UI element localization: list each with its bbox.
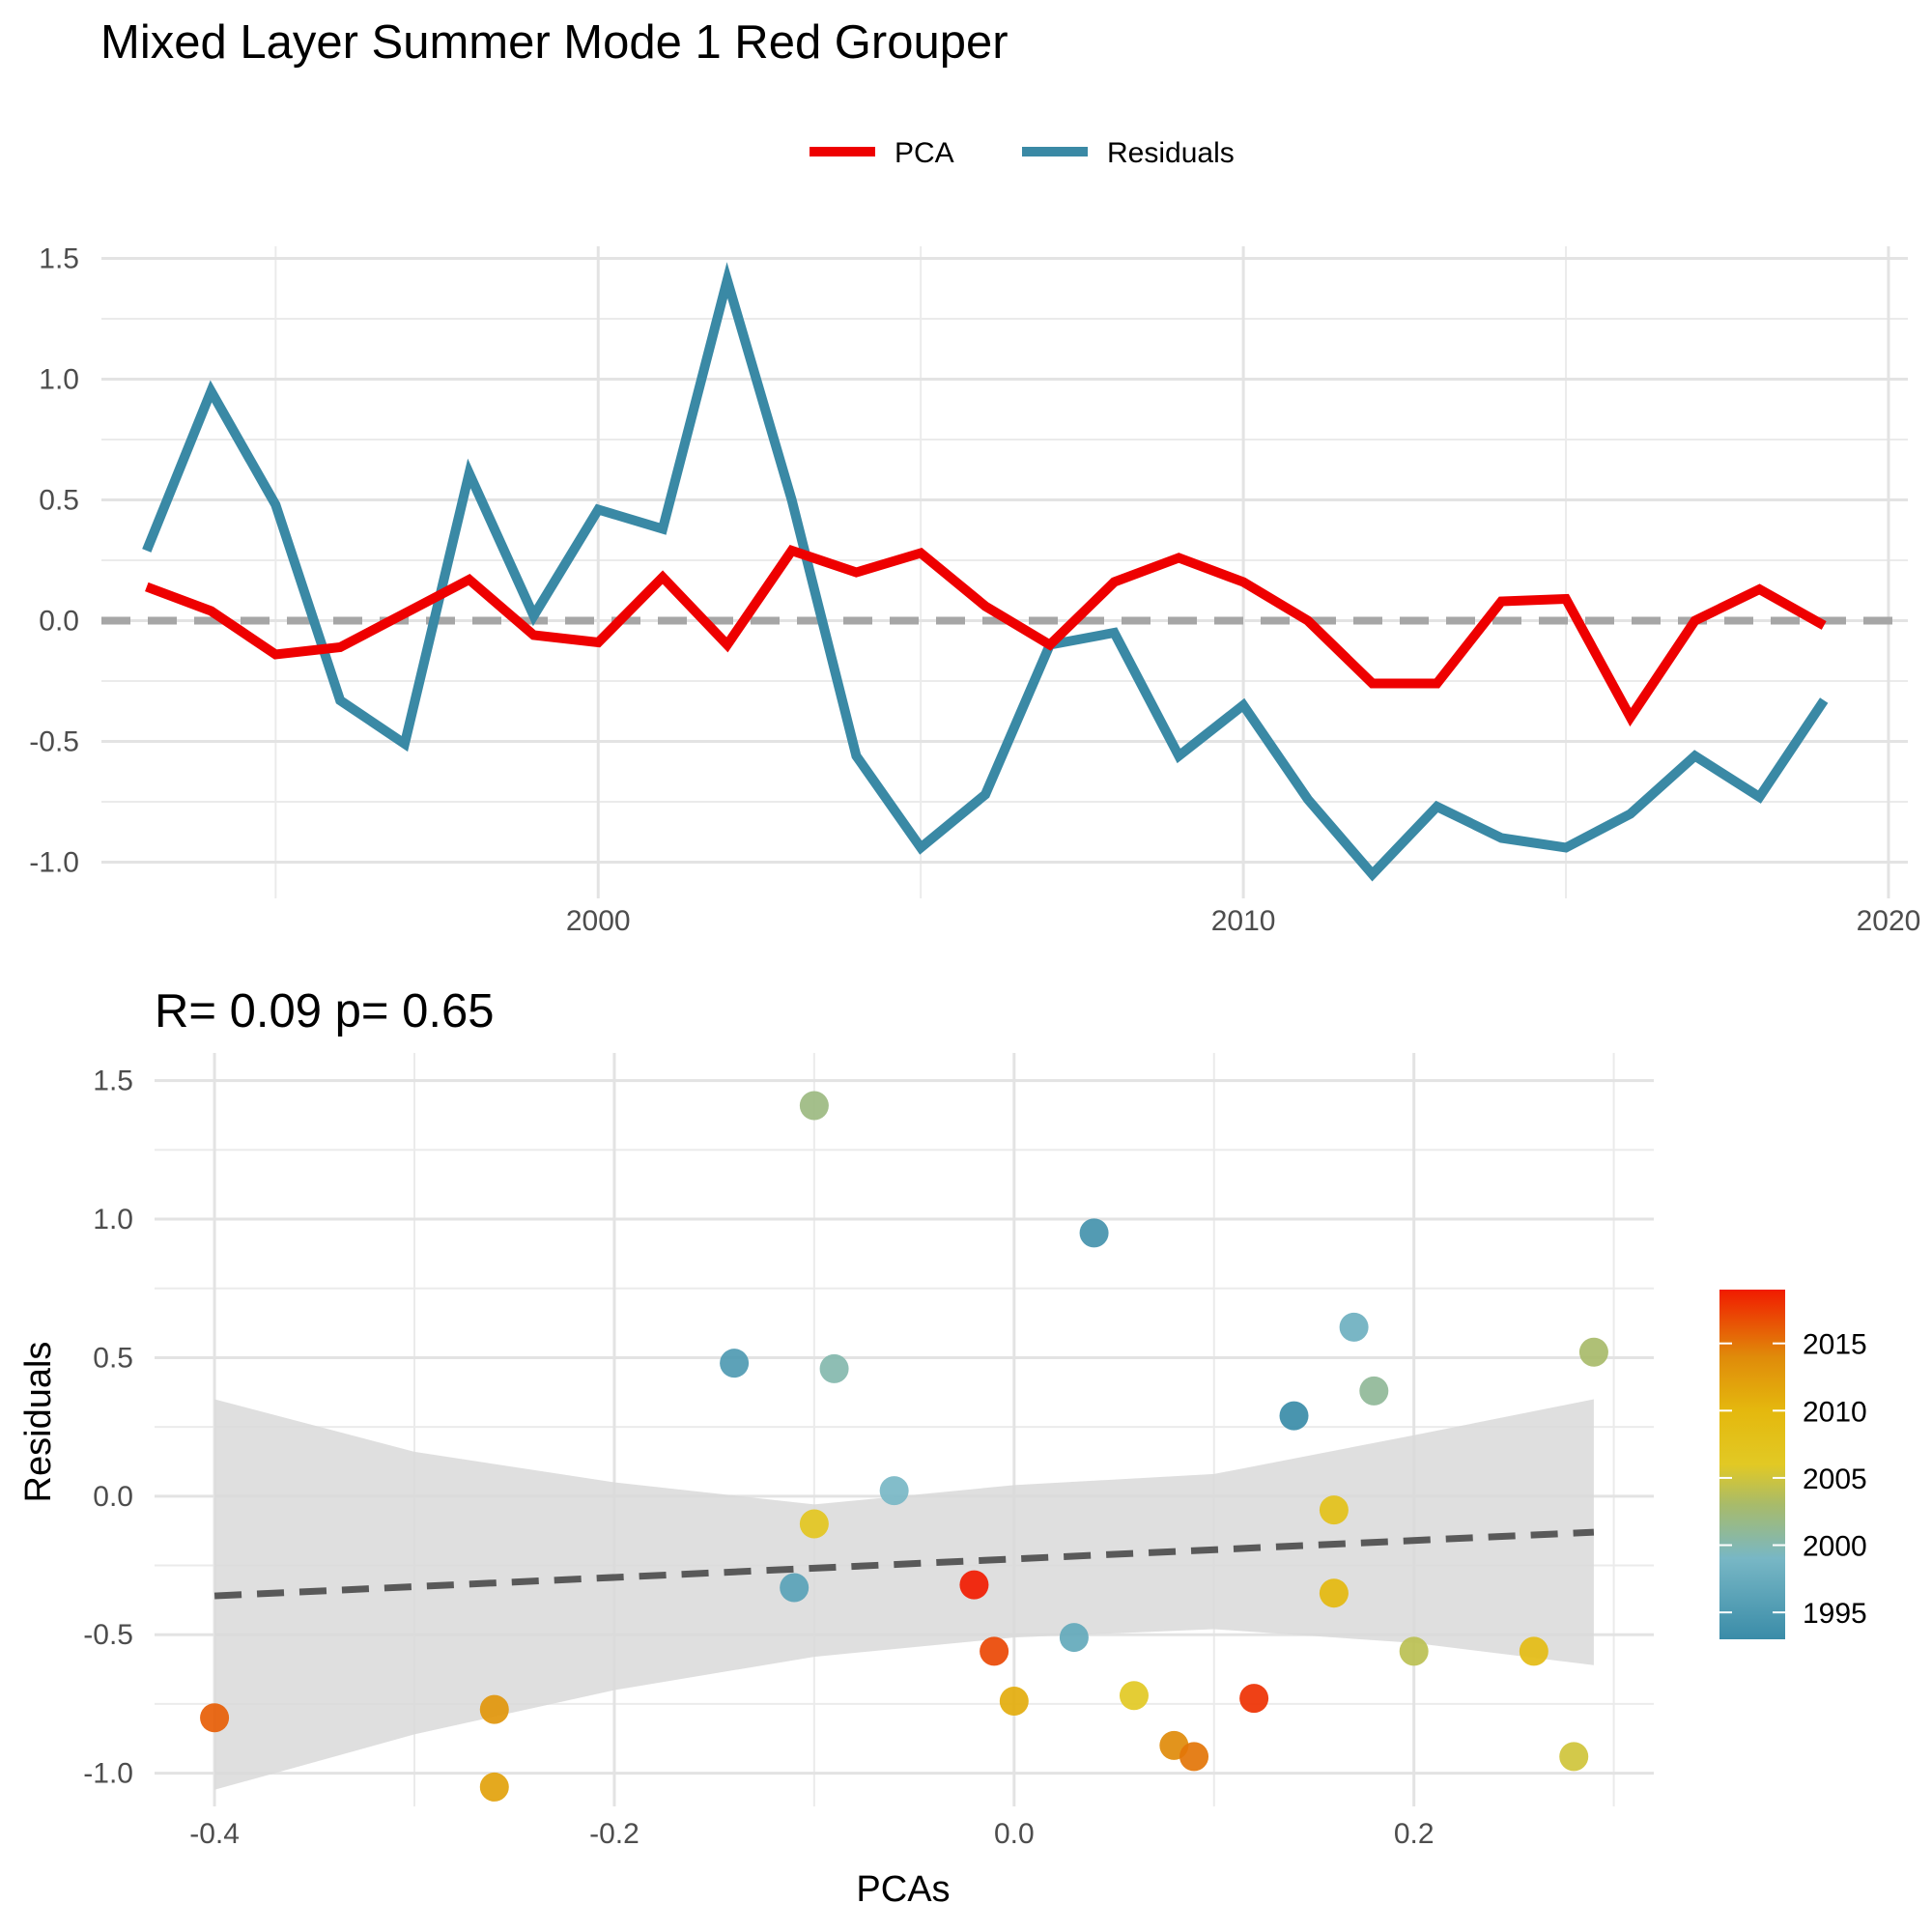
y-tick-label: -1.0 <box>83 1758 133 1790</box>
colorbar-tick-label: 2000 <box>1803 1531 1867 1563</box>
scatter-point <box>879 1476 909 1506</box>
scatter-point <box>780 1573 810 1603</box>
legend: PCA Residuals <box>810 137 1235 169</box>
scatter-point <box>1359 1376 1389 1406</box>
scatter-point <box>1339 1312 1369 1342</box>
y-axis-title: Residuals <box>18 1342 59 1503</box>
regression-line <box>213 1528 1595 1600</box>
scatter-point <box>1559 1742 1589 1772</box>
scatter-point <box>1519 1636 1548 1666</box>
colorbar-tick-label: 1995 <box>1803 1598 1867 1630</box>
colorbar-gradient <box>1719 1290 1785 1639</box>
regression-line-path <box>213 1528 1595 1600</box>
confidence-band-area <box>214 1399 1594 1790</box>
scatter-point <box>1059 1623 1089 1653</box>
x-tick-label: 2020 <box>1857 905 1921 937</box>
top-y-tick-labels: -1.0 -0.5 0.0 0.5 1.0 1.5 <box>29 243 79 879</box>
series-line-residuals <box>142 262 1829 882</box>
scatter-point <box>479 1694 509 1724</box>
bottom-x-tick-labels: -0.4 -0.2 0.0 0.2 <box>189 1818 1434 1850</box>
top-x-tick-labels: 2000 2010 2020 <box>566 905 1920 937</box>
scatter-points <box>200 1091 1608 1802</box>
colorbar-tick-label: 2005 <box>1803 1463 1867 1495</box>
y-tick-label: 0.0 <box>93 1481 133 1513</box>
scatter-point <box>1239 1684 1269 1714</box>
confidence-band <box>214 1399 1594 1790</box>
y-tick-label: 0.5 <box>39 485 79 517</box>
legend-label: PCA <box>895 137 954 169</box>
colorbar-tick-label: 2015 <box>1803 1329 1867 1361</box>
scatter-point <box>959 1570 989 1600</box>
x-tick-label: 0.2 <box>1394 1818 1435 1850</box>
y-tick-label: -0.5 <box>29 726 79 758</box>
line-chart: -1.0 -0.5 0.0 0.5 1.0 1.5 2000 2010 2020 PCA Res… <box>29 137 1920 937</box>
y-tick-label: -0.5 <box>83 1619 133 1651</box>
top-gridlines <box>101 246 1908 898</box>
scatter-point <box>720 1349 750 1378</box>
year-colorbar: 1995 2000 2005 2010 2015 <box>1719 1290 1867 1639</box>
y-tick-label: 1.0 <box>39 364 79 396</box>
y-tick-label: 0.5 <box>93 1342 133 1374</box>
y-tick-label: 1.0 <box>93 1204 133 1236</box>
scatter-chart: R= 0.09 p= 0.65 -1.0 -0.5 0.0 0.5 1.0 1.5 -0.… <box>18 985 1867 1910</box>
scatter-point <box>200 1703 230 1733</box>
scatter-point <box>1279 1401 1309 1431</box>
scatter-point <box>1319 1578 1349 1608</box>
page-title: Mixed Layer Summer Mode 1 Red Grouper <box>100 16 1009 69</box>
scatter-point <box>980 1636 1009 1666</box>
colorbar-tick-label: 2010 <box>1803 1396 1867 1428</box>
scatter-point <box>819 1353 849 1383</box>
x-tick-label: -0.2 <box>589 1818 639 1850</box>
x-tick-label: 2010 <box>1211 905 1276 937</box>
bottom-y-tick-labels: -1.0 -0.5 0.0 0.5 1.0 1.5 <box>83 1065 133 1790</box>
scatter-point <box>799 1509 829 1539</box>
x-tick-label: 2000 <box>566 905 631 937</box>
y-tick-label: 0.0 <box>39 606 79 638</box>
scatter-point <box>1319 1495 1349 1525</box>
scatter-stats-title: R= 0.09 p= 0.65 <box>155 985 494 1037</box>
scatter-point <box>799 1091 829 1121</box>
y-tick-label: 1.5 <box>93 1065 133 1097</box>
y-tick-label: -1.0 <box>29 847 79 879</box>
scatter-point <box>999 1687 1029 1717</box>
scatter-point <box>1578 1337 1608 1367</box>
top-series-lines <box>142 262 1829 882</box>
x-tick-label: 0.0 <box>994 1818 1035 1850</box>
x-tick-label: -0.4 <box>189 1818 240 1850</box>
scatter-point <box>1179 1742 1209 1772</box>
scatter-point <box>1119 1681 1149 1711</box>
scatter-point <box>1079 1218 1109 1248</box>
x-axis-title: PCAs <box>856 1869 950 1910</box>
scatter-point <box>1399 1636 1429 1666</box>
y-tick-label: 1.5 <box>39 243 79 275</box>
series-line-pca <box>145 545 1827 727</box>
scatter-point <box>479 1772 509 1802</box>
legend-label: Residuals <box>1107 137 1235 169</box>
